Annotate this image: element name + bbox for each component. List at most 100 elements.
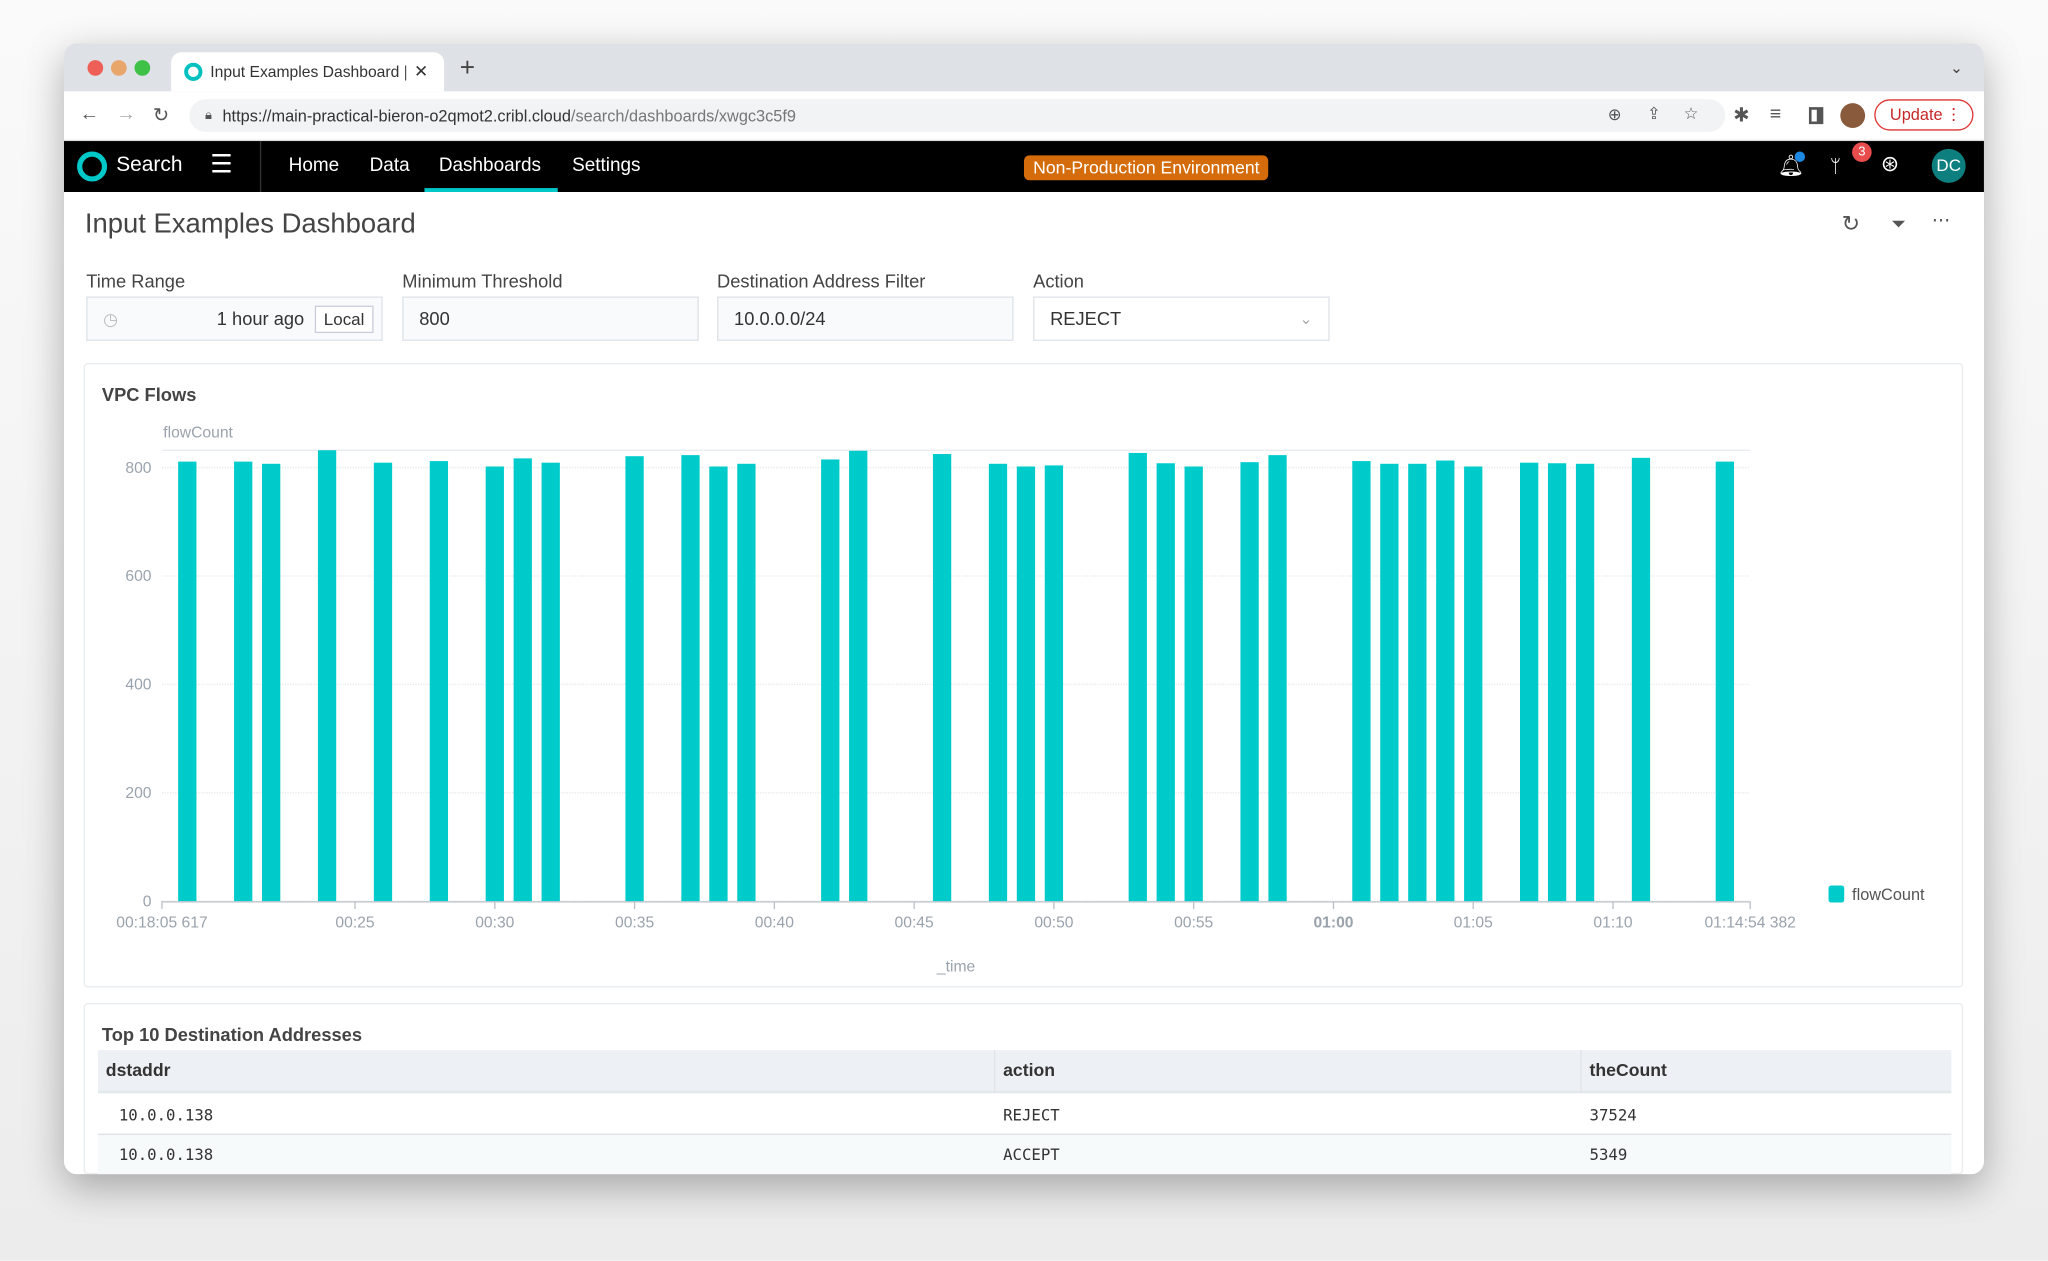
action-selected-value: REJECT [1050,308,1122,330]
bar [709,466,728,902]
y-tick-label: 200 [125,785,151,802]
zoom-icon[interactable]: ⊕ [1607,105,1622,125]
y-tick-label: 600 [125,568,151,585]
new-tab-button[interactable]: + [459,53,476,83]
extensions-icon[interactable]: ✱ [1733,104,1750,127]
vpc-flows-chart: 0 200 400 600 800 flowCount 00:18:05 617 00:25 0… [116,425,1925,976]
time-range-value: 1 hour ago [216,308,305,330]
nav-settings[interactable]: Settings [572,155,641,177]
bar [932,454,952,902]
back-icon[interactable]: ← [79,103,100,126]
page-title: Input Examples Dashboard [84,208,416,240]
cell-action: REJECT [1003,1106,1060,1125]
timezone-local-button[interactable]: Local [314,304,374,333]
bar [317,450,337,902]
forward-icon[interactable]: → [116,103,136,126]
refresh-icon[interactable]: ↻ [1841,211,1861,237]
x-tick-label: 00:35 [615,914,654,931]
bar [1016,466,1036,902]
cribl-favicon-icon [184,62,203,81]
bar [1044,465,1064,902]
bar [1575,463,1595,902]
bar [1184,466,1203,902]
bar [681,455,700,902]
maximize-window-button[interactable] [134,60,151,76]
notification-dot [1794,151,1806,162]
x-tick-label: 00:40 [755,914,794,931]
url-bar[interactable]: 🔒︎ https://main-practical-bieron-o2qmot2… [189,99,1726,132]
bar [541,462,560,902]
bar [373,462,393,902]
tab-title: Input Examples Dashboard | C [210,62,407,81]
x-tick-label: 00:45 [895,914,934,931]
action-select[interactable]: REJECT ⌄ [1033,296,1330,341]
tab-list-chevron-icon[interactable]: ⌄ [1950,58,1964,78]
column-header-thecount[interactable]: theCount [1589,1060,1667,1081]
update-button[interactable]: Update ⋮ [1874,99,1974,131]
top-destinations-panel: Top 10 Destination Addresses dstaddr act… [83,1003,1964,1175]
dest-filter-input[interactable]: 10.0.0.0/24 [717,296,1014,341]
x-tick-label: 01:10 [1593,914,1632,931]
filter-icon[interactable]: ⏷ [1891,212,1906,234]
cell-thecount: 5349 [1589,1145,1628,1164]
table-row: 10.0.0.138 REJECT 37524 [97,1093,1952,1136]
user-avatar[interactable]: DC [1931,148,1966,183]
share-icon[interactable]: ⇪ [1646,104,1661,123]
reload-icon[interactable]: ↻ [152,104,170,127]
table-header-row: dstaddr action theCount [97,1050,1952,1094]
bar [821,459,840,902]
bookmark-star-icon[interactable]: ☆ [1683,104,1699,123]
dest-filter-label: Destination Address Filter [717,270,926,292]
cell-thecount: 37524 [1589,1106,1637,1125]
min-threshold-input[interactable]: 800 [402,296,699,341]
bar [988,463,1008,902]
url-host: https://main-practical-bieron-o2qmot2.cr… [222,106,571,125]
x-tick-label: 00:25 [335,914,374,931]
app-navbar: Search ☰ Home Data Dashboards Settings N… [63,141,1984,192]
bar [1408,463,1427,902]
cribl-search-logo-icon [77,151,108,182]
x-tick-label: 00:30 [475,914,514,931]
time-range-input[interactable]: ◷ 1 hour ago Local [86,296,383,341]
tab-strip: Input Examples Dashboard | C ✕ + ⌄ [63,43,1984,92]
browser-tab[interactable]: Input Examples Dashboard | C ✕ [171,52,445,92]
nav-home[interactable]: Home [288,155,340,177]
more-options-icon[interactable]: ⋯ [1931,208,1952,230]
bar [1268,455,1287,902]
hamburger-menu-icon[interactable]: ☰ [210,151,233,179]
brand-label[interactable]: Search [116,154,183,177]
y-axis-label: flowCount [163,425,233,442]
bar [1436,460,1455,902]
profile-avatar[interactable] [1840,103,1866,128]
x-tick-label: 00:50 [1034,914,1073,931]
y-tick-label: 400 [125,677,151,694]
close-tab-icon[interactable]: ✕ [414,61,429,81]
bar [485,466,504,902]
column-header-action[interactable]: action [1003,1060,1056,1081]
bar [429,461,449,902]
table-title: Top 10 Destination Addresses [101,1023,363,1045]
bar [1156,463,1175,902]
minimize-window-button[interactable] [111,60,127,76]
environment-badge: Non-Production Environment [1023,155,1269,181]
column-header-dstaddr[interactable]: dstaddr [105,1060,171,1081]
bar [1128,452,1147,902]
cell-action: ACCEPT [1003,1145,1060,1164]
x-tick-label: 00:18:05 617 [116,914,207,931]
legend-swatch [1828,885,1845,903]
close-window-button[interactable] [87,60,104,76]
git-branch-icon[interactable]: ᛘ [1829,155,1841,177]
bar [625,456,644,902]
x-tick-label: 00:55 [1174,914,1213,931]
bar [1380,463,1399,902]
media-icon[interactable]: ≡ [1769,103,1782,126]
help-lifebuoy-icon[interactable]: ⊛ [1880,151,1900,177]
nav-dashboards[interactable]: Dashboards [438,155,541,177]
side-panel-icon[interactable] [1808,107,1824,125]
y-tick-label: 0 [143,893,152,910]
time-range-label: Time Range [86,270,186,292]
update-label: Update [1889,105,1943,125]
bar [1464,466,1483,902]
nav-data[interactable]: Data [369,155,410,177]
x-tick-label: 01:14:54 382 [1704,914,1795,931]
